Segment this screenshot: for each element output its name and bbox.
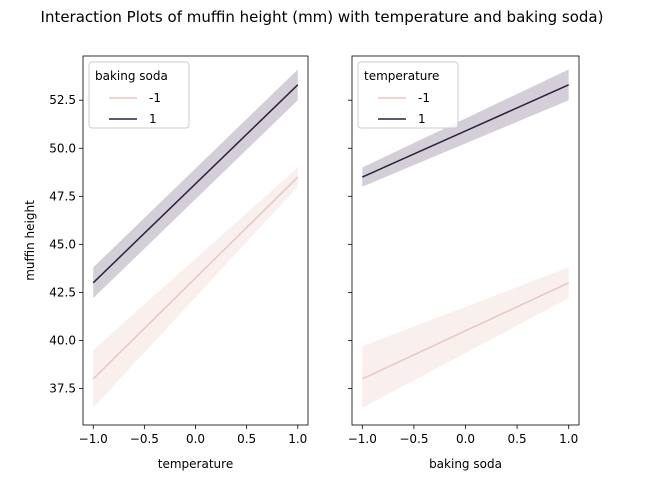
legend-title: temperature — [364, 69, 439, 83]
legend: baking soda -1 1 — [88, 61, 190, 129]
legend-box — [88, 61, 190, 129]
x-tick-label: 0.5 — [508, 432, 527, 446]
x-tick-label: 0.0 — [186, 432, 205, 446]
ci-band-series-1 — [362, 69, 569, 187]
y-tick-label: 37.5 — [49, 381, 76, 395]
x-tick-label: −0.5 — [399, 432, 428, 446]
legend-label: -1 — [149, 91, 161, 105]
x-tick-label: 1.0 — [559, 432, 578, 446]
x-axis-label: baking soda — [429, 457, 502, 471]
y-tick-label: 47.5 — [49, 189, 76, 203]
x-tick-label: −0.5 — [130, 432, 159, 446]
line-series--1 — [362, 282, 569, 380]
x-tick-label: −1.0 — [348, 432, 377, 446]
legend-title: baking soda — [95, 69, 168, 83]
legend-label: -1 — [418, 91, 430, 105]
y-tick-label: 45.0 — [49, 237, 76, 251]
ci-band-series--1 — [362, 267, 569, 408]
y-tick-label: 40.0 — [49, 333, 76, 347]
y-tick-label: 50.0 — [49, 141, 76, 155]
ci-band-series--1 — [93, 167, 298, 408]
x-tick-label: 0.0 — [456, 432, 475, 446]
y-tick-label: 42.5 — [49, 285, 76, 299]
y-axis-label: muffin height — [23, 200, 37, 281]
legend: temperature -1 1 — [357, 61, 459, 129]
line-series-1 — [92, 84, 299, 284]
legend-label: 1 — [418, 112, 426, 126]
legend-label: 1 — [149, 112, 157, 126]
left-subplot: −1.0 −0.5 0.0 0.5 1.0 37.5 40.0 42.5 45.0 47.5 50.… — [23, 55, 309, 471]
line-series--1 — [92, 176, 299, 380]
line-series-1 — [362, 84, 569, 178]
x-tick-label: 0.5 — [237, 432, 256, 446]
right-subplot: −1.0 −0.5 0.0 0.5 1.0 baking soda temperature -… — [348, 55, 580, 471]
x-tick-label: −1.0 — [79, 432, 108, 446]
y-tick-label: 52.5 — [49, 93, 76, 107]
x-tick-label: 1.0 — [288, 432, 307, 446]
legend-box — [357, 61, 459, 129]
x-axis-label: temperature — [158, 457, 233, 471]
figure-title: Interaction Plots of muffin height (mm) … — [41, 8, 604, 26]
